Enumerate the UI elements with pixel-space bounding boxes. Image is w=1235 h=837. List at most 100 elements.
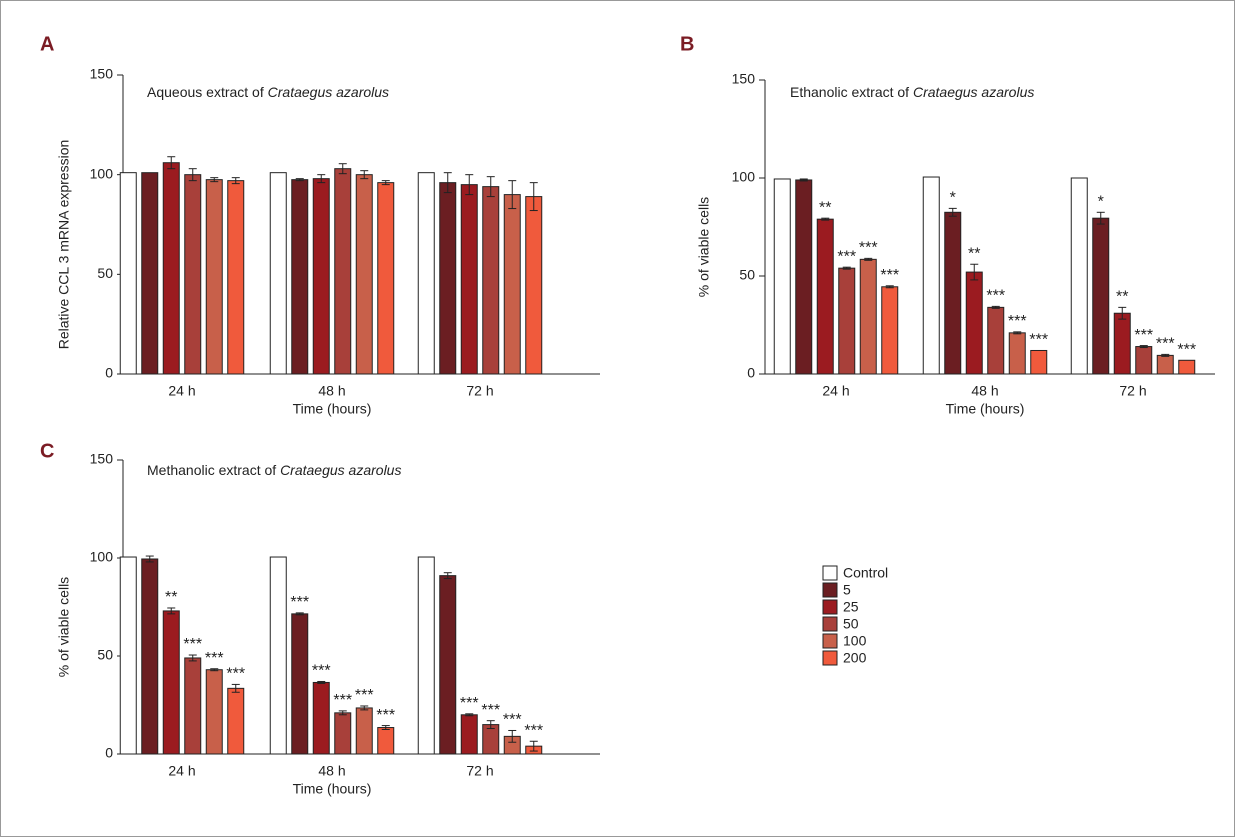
- legend-swatch: [822, 565, 838, 581]
- significance: ***: [481, 702, 500, 719]
- bar: [965, 271, 983, 375]
- bar: [525, 196, 543, 375]
- y-axis-label: Relative CCL 3 mRNA expression: [56, 140, 72, 350]
- error-bar: [167, 156, 176, 170]
- error-bar: [948, 207, 957, 217]
- x-tick-label: 72 h: [1119, 383, 1146, 399]
- bar: [119, 172, 137, 375]
- error-bar: [529, 182, 538, 212]
- bar: [1178, 359, 1196, 375]
- legend-label: 100: [843, 633, 867, 649]
- bar: [355, 707, 373, 755]
- y-tick-label: 50: [97, 265, 113, 281]
- panel-label: A: [40, 33, 54, 55]
- error-bar: [167, 607, 176, 615]
- x-tick-label: 72 h: [466, 763, 493, 779]
- legend-label: 200: [843, 650, 867, 666]
- bar: [460, 714, 478, 755]
- panel-label: B: [680, 33, 694, 55]
- bar: [944, 211, 962, 375]
- significance: ***: [986, 288, 1005, 305]
- bar: [859, 258, 877, 375]
- bar: [227, 687, 245, 755]
- significance: ***: [460, 695, 479, 712]
- error-bar: [443, 572, 452, 580]
- chart-title: Ethanolic extract of Crataegus azarolus: [790, 84, 1034, 100]
- bar: [1070, 177, 1088, 375]
- significance: ***: [355, 687, 374, 704]
- error-bar: [210, 177, 219, 183]
- bar: [377, 727, 395, 755]
- bar: [503, 194, 521, 375]
- bar: [205, 669, 223, 755]
- bar: [1156, 354, 1174, 375]
- bar: [184, 174, 202, 375]
- y-tick-label: 100: [90, 165, 114, 181]
- error-bar: [529, 740, 538, 752]
- bar: [1113, 312, 1131, 375]
- y-tick-label: 0: [747, 365, 755, 381]
- error-bar: [486, 176, 495, 198]
- significance: ***: [183, 636, 202, 653]
- error-bar: [145, 555, 154, 563]
- bar: [881, 286, 899, 375]
- legend-label: 50: [843, 616, 859, 632]
- y-tick-label: 50: [97, 647, 113, 663]
- bar: [1135, 346, 1153, 375]
- error-bar: [210, 668, 219, 672]
- significance: ***: [503, 712, 522, 729]
- error-bar: [188, 654, 197, 662]
- significance: ***: [1156, 336, 1175, 353]
- legend-swatch: [822, 633, 838, 649]
- x-tick-label: 48 h: [971, 383, 998, 399]
- significance: ***: [290, 594, 309, 611]
- chart-title: Methanolic extract of Crataegus azarolus: [147, 462, 401, 478]
- bar: [334, 712, 352, 755]
- significance: ***: [226, 666, 245, 683]
- y-tick-label: 0: [105, 365, 113, 381]
- error-bar: [231, 177, 240, 185]
- bar: [922, 176, 940, 375]
- legend-label: 5: [843, 582, 851, 598]
- bar: [269, 172, 287, 375]
- bar: [377, 182, 395, 375]
- title-species: Crataegus azarolus: [268, 84, 389, 100]
- error-bar: [970, 263, 979, 281]
- bar: [119, 556, 137, 755]
- error-bar: [231, 683, 240, 693]
- bar: [439, 182, 457, 375]
- error-bar: [991, 305, 1000, 309]
- bar: [417, 556, 435, 755]
- legend-label: 25: [843, 599, 859, 615]
- y-tick-label: 100: [732, 169, 756, 185]
- error-bar: [465, 174, 474, 196]
- title-text: Aqueous extract of: [147, 84, 264, 100]
- bar: [1092, 217, 1110, 375]
- legend-label: Control: [843, 565, 888, 581]
- bar: [205, 179, 223, 375]
- bar: [141, 172, 159, 375]
- significance: ***: [333, 692, 352, 709]
- y-axis-label: % of viable cells: [696, 197, 712, 297]
- title-text: Methanolic extract of: [147, 462, 276, 478]
- error-bar: [381, 180, 390, 186]
- significance: ***: [837, 248, 856, 265]
- error-bar: [295, 612, 304, 616]
- significance: ***: [1008, 313, 1027, 330]
- y-tick-label: 150: [90, 451, 114, 467]
- significance: *: [1098, 194, 1104, 211]
- significance: ***: [880, 267, 899, 284]
- significance: *: [950, 190, 956, 207]
- bar: [460, 184, 478, 375]
- error-bar: [338, 163, 347, 175]
- panel-label: C: [40, 440, 54, 462]
- error-bar: [486, 720, 495, 730]
- error-bar: [508, 180, 517, 210]
- significance: **: [1116, 289, 1128, 306]
- x-tick-label: 72 h: [466, 383, 493, 399]
- title-species: Crataegus azarolus: [913, 84, 1034, 100]
- legend-swatch: [822, 650, 838, 666]
- y-tick-label: 150: [732, 71, 756, 87]
- error-bar: [443, 172, 452, 194]
